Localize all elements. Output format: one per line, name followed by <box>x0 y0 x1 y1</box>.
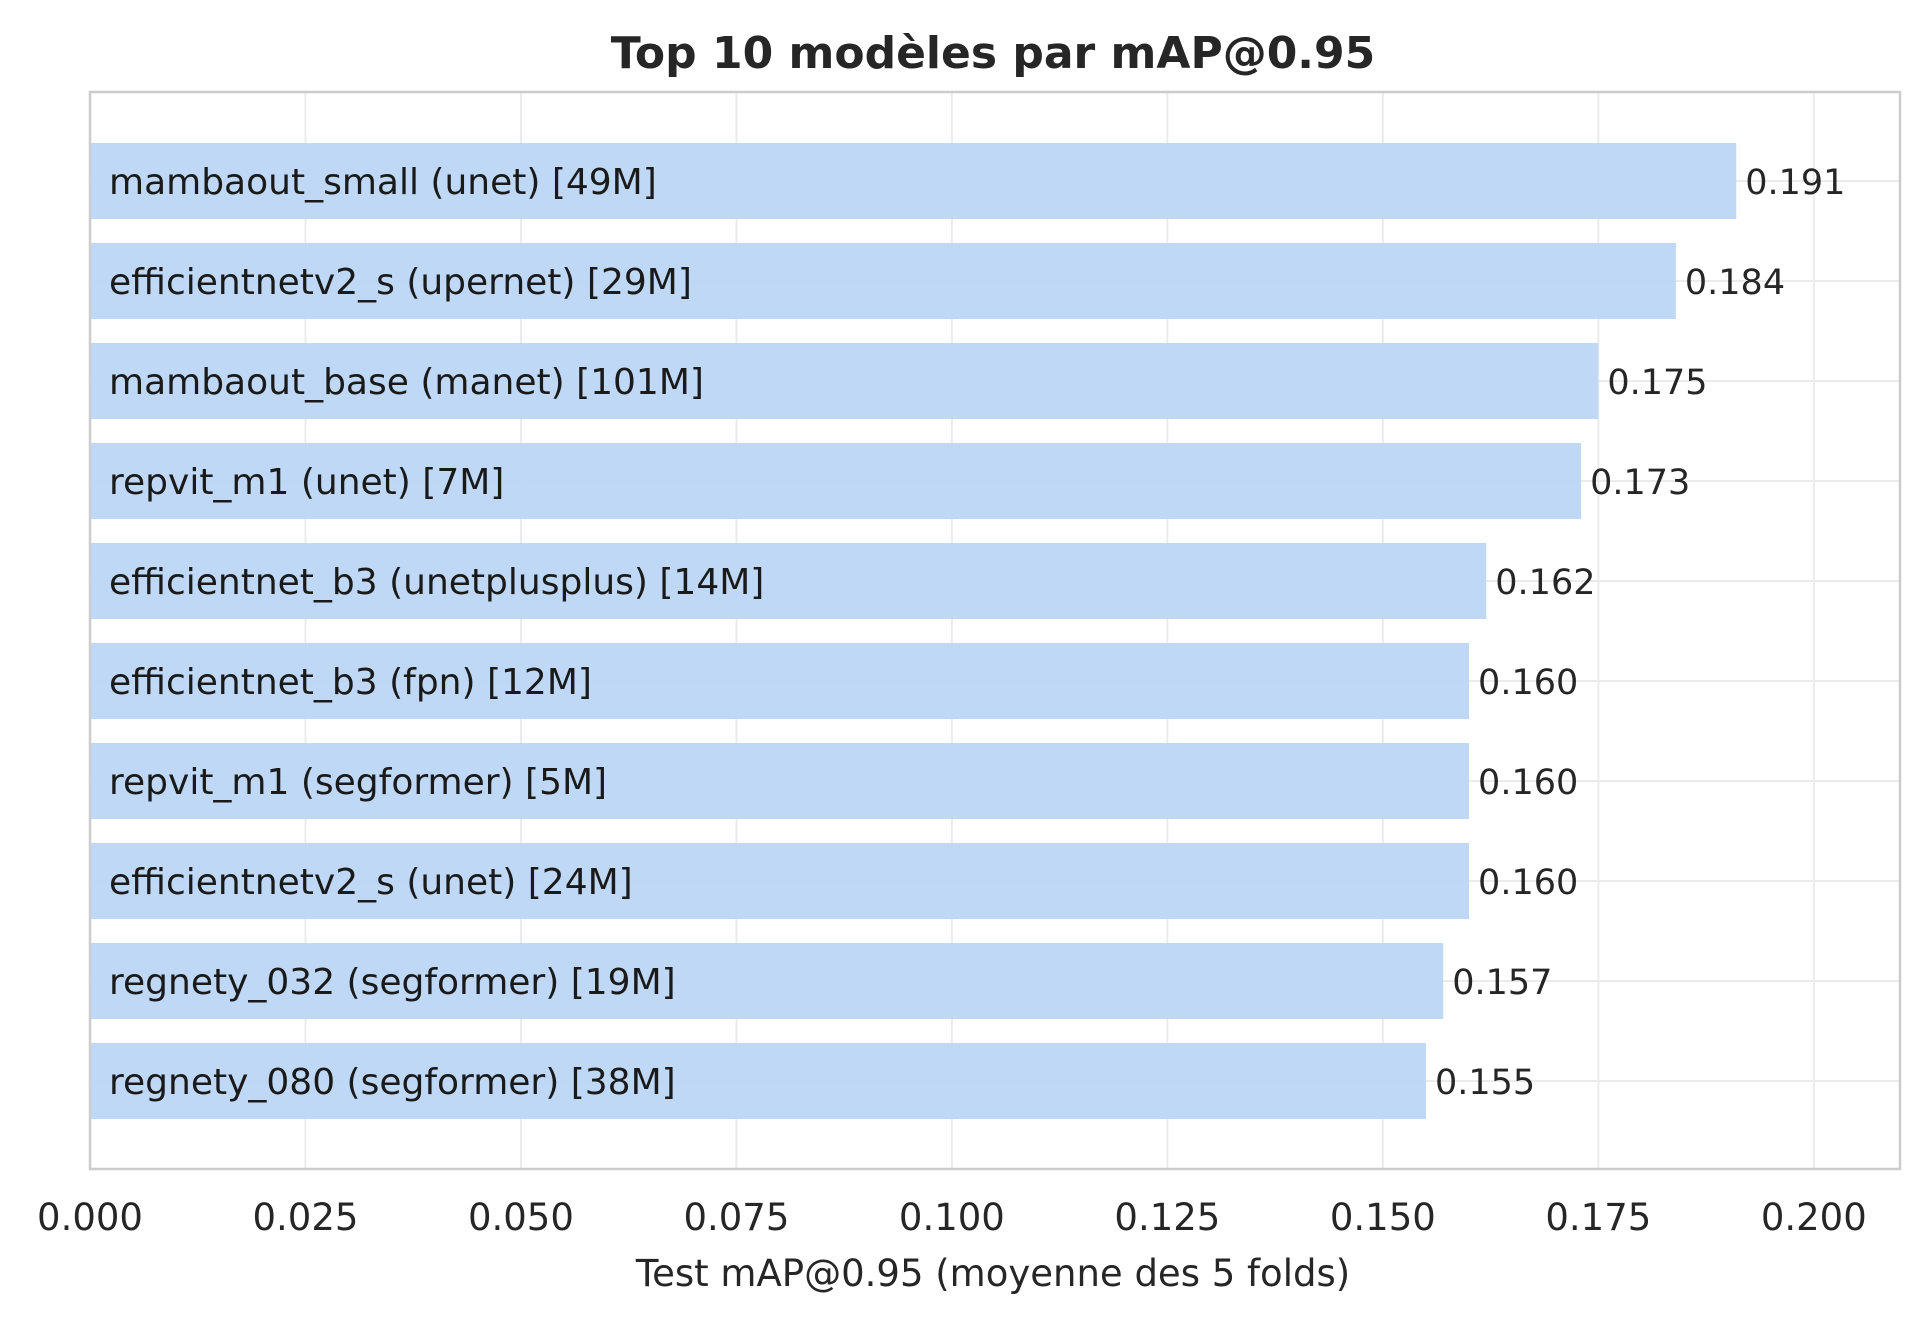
bar-value-label: 0.173 <box>1590 463 1690 503</box>
x-tick-label: 0.050 <box>468 1196 574 1239</box>
x-axis-label: Test mAP@0.95 (moyenne des 5 folds) <box>635 1252 1350 1295</box>
x-tick-label: 0.025 <box>253 1196 359 1239</box>
bar <box>90 943 1444 1019</box>
bar <box>90 143 1737 219</box>
bar-value-label: 0.191 <box>1745 163 1845 203</box>
x-tick-label: 0.150 <box>1330 1196 1436 1239</box>
bar-value-label: 0.160 <box>1478 763 1578 803</box>
bar-category-label: efficientnetv2_s (unet) [24M] <box>109 862 633 903</box>
chart-title: Top 10 modèles par mAP@0.95 <box>611 28 1376 79</box>
x-tick-label: 0.125 <box>1114 1196 1220 1239</box>
bar <box>90 443 1582 519</box>
bar <box>90 743 1470 819</box>
bar-category-label: mambaout_base (manet) [101M] <box>109 362 704 403</box>
bar-category-label: repvit_m1 (segformer) [5M] <box>109 762 607 803</box>
bar-category-label: efficientnetv2_s (upernet) [29M] <box>109 262 692 303</box>
plot-frame <box>88 90 1902 1171</box>
bar-category-label: regnety_032 (segformer) [19M] <box>109 962 676 1003</box>
bar-value-label: 0.162 <box>1495 563 1595 603</box>
bar-value-label: 0.160 <box>1478 663 1578 703</box>
bars-group: mambaout_small (unet) [49M] 0.191 efficien… <box>90 143 1845 1119</box>
x-tick-label: 0.175 <box>1545 1196 1651 1239</box>
bar-category-label: efficientnet_b3 (fpn) [12M] <box>109 662 592 703</box>
bar-value-label: 0.157 <box>1452 963 1552 1003</box>
bar <box>90 843 1470 919</box>
bar <box>90 343 1599 419</box>
bar-category-label: regnety_080 (segformer) [38M] <box>109 1062 676 1103</box>
bar-category-label: repvit_m1 (unet) [7M] <box>109 462 504 503</box>
bar-value-label: 0.184 <box>1685 263 1785 303</box>
bar <box>90 643 1470 719</box>
x-axis-ticks: 0.000 0.025 0.050 0.075 0.100 0.125 0.150 0.175… <box>37 1196 1867 1239</box>
bar <box>90 243 1676 319</box>
bar-category-label: efficientnet_b3 (unetplusplus) [14M] <box>109 562 764 603</box>
bar-value-label: 0.175 <box>1607 363 1707 403</box>
bar-value-label: 0.155 <box>1435 1063 1535 1103</box>
bar <box>90 543 1487 619</box>
x-tick-label: 0.200 <box>1761 1196 1867 1239</box>
x-tick-label: 0.075 <box>683 1196 789 1239</box>
x-tick-label: 0.000 <box>37 1196 143 1239</box>
bar-value-label: 0.160 <box>1478 863 1578 903</box>
bar-category-label: mambaout_small (unet) [49M] <box>109 162 657 203</box>
x-tick-label: 0.100 <box>899 1196 1005 1239</box>
bar <box>90 1043 1426 1119</box>
